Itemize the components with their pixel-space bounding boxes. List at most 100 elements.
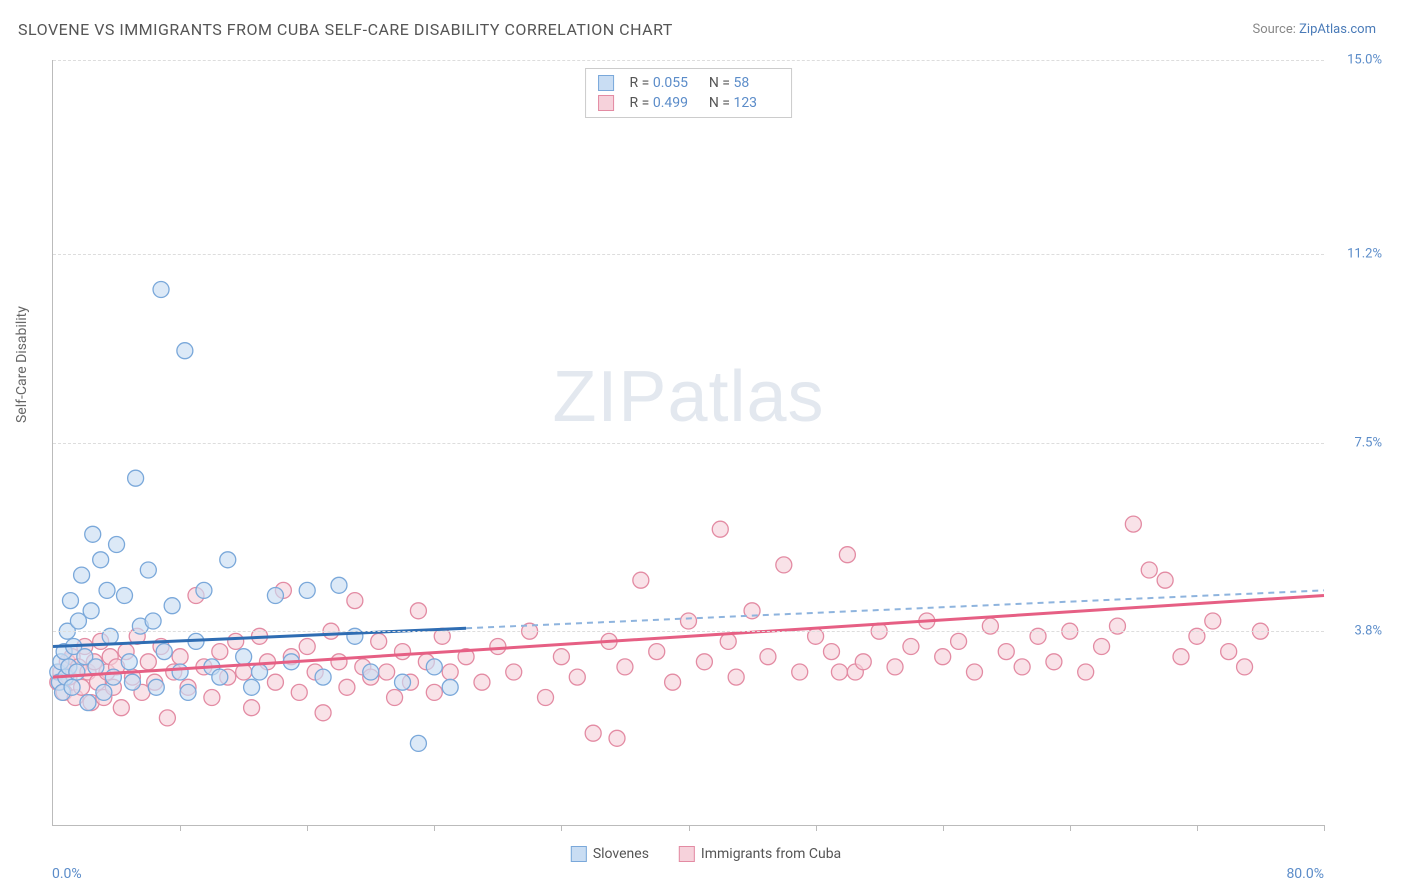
data-point xyxy=(903,639,919,655)
data-point xyxy=(196,582,212,598)
data-point xyxy=(347,593,363,609)
data-point xyxy=(649,644,665,660)
x-axis-min: 0.0% xyxy=(52,866,82,882)
chart-container: Self-Care Disability ZIPatlas R = 0.055 … xyxy=(18,50,1394,876)
data-point xyxy=(148,679,164,695)
series-legend: Slovenes Immigrants from Cuba xyxy=(571,846,841,862)
legend-swatch-icon xyxy=(679,846,695,862)
data-point xyxy=(212,669,228,685)
data-point xyxy=(569,669,585,685)
trend-line xyxy=(53,596,1324,678)
data-point xyxy=(212,644,228,660)
correlation-row-1: R = 0.499 N = 123 xyxy=(598,93,780,113)
data-point xyxy=(395,644,411,660)
data-point xyxy=(74,567,90,583)
data-point xyxy=(331,654,347,670)
data-point xyxy=(124,674,140,690)
data-point xyxy=(855,654,871,670)
data-point xyxy=(145,613,161,629)
data-point xyxy=(180,684,196,700)
data-point xyxy=(935,649,951,665)
plot-area: ZIPatlas R = 0.055 N = 58 R = 0.499 N = … xyxy=(52,60,1324,826)
source-link[interactable]: ZipAtlas.com xyxy=(1299,22,1376,37)
data-point xyxy=(823,644,839,660)
data-point xyxy=(315,705,331,721)
data-point xyxy=(1125,516,1141,532)
y-tick-label: 15.0% xyxy=(1347,53,1382,68)
data-point xyxy=(315,669,331,685)
data-point xyxy=(1094,639,1110,655)
data-point xyxy=(267,674,283,690)
data-point xyxy=(1221,644,1237,660)
x-axis-max: 80.0% xyxy=(1286,866,1324,882)
data-point xyxy=(128,470,144,486)
data-point xyxy=(665,674,681,690)
data-point xyxy=(839,547,855,563)
data-point xyxy=(172,649,188,665)
data-point xyxy=(220,552,236,568)
data-point xyxy=(1157,572,1173,588)
y-axis-label: Self-Care Disability xyxy=(14,306,30,423)
data-point xyxy=(490,639,506,655)
data-point xyxy=(553,649,569,665)
data-point xyxy=(1078,664,1094,680)
y-tick-label: 7.5% xyxy=(1354,435,1382,450)
data-point xyxy=(728,669,744,685)
data-point xyxy=(426,659,442,675)
data-point xyxy=(244,679,260,695)
y-tick-label: 11.2% xyxy=(1347,246,1382,261)
data-point xyxy=(236,649,252,665)
data-point xyxy=(140,654,156,670)
data-point xyxy=(1173,649,1189,665)
data-point xyxy=(410,735,426,751)
legend-swatch-icon xyxy=(598,75,614,91)
data-point xyxy=(831,664,847,680)
data-point xyxy=(426,684,442,700)
data-point xyxy=(83,603,99,619)
data-point xyxy=(633,572,649,588)
data-point xyxy=(64,679,80,695)
legend-swatch-icon xyxy=(571,846,587,862)
data-point xyxy=(1046,654,1062,670)
correlation-legend: R = 0.055 N = 58 R = 0.499 N = 123 xyxy=(585,68,793,118)
data-point xyxy=(121,654,137,670)
data-point xyxy=(887,659,903,675)
data-point xyxy=(331,577,347,593)
data-point xyxy=(109,537,125,553)
data-point xyxy=(164,598,180,614)
data-point xyxy=(156,644,172,660)
data-point xyxy=(267,588,283,604)
data-point xyxy=(96,684,112,700)
data-point xyxy=(951,633,967,649)
data-point xyxy=(291,684,307,700)
data-point xyxy=(696,654,712,670)
data-point xyxy=(379,664,395,680)
data-point xyxy=(1205,613,1221,629)
data-point xyxy=(204,690,220,706)
data-point xyxy=(585,725,601,741)
data-point xyxy=(93,552,109,568)
legend-item-0: Slovenes xyxy=(571,846,649,862)
data-point xyxy=(299,639,315,655)
data-point xyxy=(681,613,697,629)
data-point xyxy=(85,526,101,542)
data-point xyxy=(228,633,244,649)
data-point xyxy=(760,649,776,665)
data-point xyxy=(62,593,78,609)
data-point xyxy=(69,664,85,680)
data-point xyxy=(442,664,458,680)
data-point xyxy=(1237,659,1253,675)
correlation-row-0: R = 0.055 N = 58 xyxy=(598,73,780,93)
data-point xyxy=(1014,659,1030,675)
data-point xyxy=(966,664,982,680)
data-point xyxy=(776,557,792,573)
data-point xyxy=(395,674,411,690)
chart-title: SLOVENE VS IMMIGRANTS FROM CUBA SELF-CAR… xyxy=(18,20,673,39)
data-point xyxy=(792,664,808,680)
data-point xyxy=(177,343,193,359)
data-point xyxy=(172,664,188,680)
data-point xyxy=(80,695,96,711)
data-point xyxy=(538,690,554,706)
data-point xyxy=(140,562,156,578)
data-point xyxy=(410,603,426,619)
